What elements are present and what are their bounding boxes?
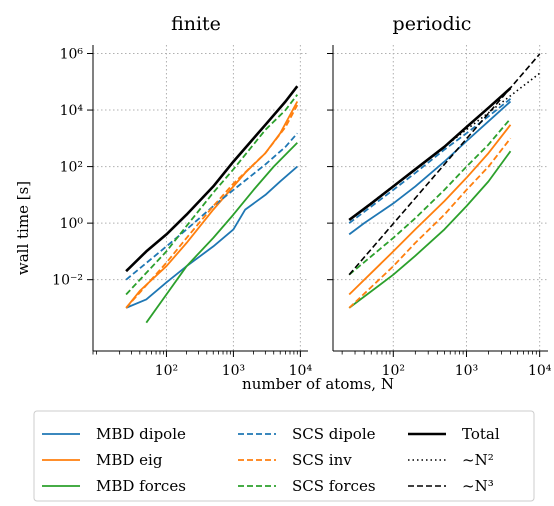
series-line-scs-dipole	[348, 98, 512, 224]
panel-periodic: 10² 10³ 10⁴	[327, 45, 552, 379]
panel-finite: 10² 10³ 10⁴ 10⁻² 10⁰ 10² 10⁴ 10⁶	[52, 45, 312, 379]
legend-label-scs-inv: SCS inv	[292, 451, 352, 469]
legend-label-scs-forces: SCS forces	[292, 477, 376, 495]
legend-label-mbd-dipole: MBD dipole	[96, 425, 186, 443]
legend-label-mbd-eig: MBD eig	[96, 451, 163, 469]
y-tick-label: 10⁰	[60, 216, 84, 232]
series-line-mbd-dipole	[348, 100, 512, 236]
legend-label-n3: ~N³	[462, 477, 494, 495]
series-line-scs-dipole	[125, 132, 298, 281]
legend: MBD dipole SCS dipole Total MBD eig SCS inv ~…	[33, 410, 535, 502]
panel-title-periodic: periodic	[393, 13, 472, 35]
series-line-mbd-forces	[348, 150, 512, 309]
series-line-n3	[348, 53, 541, 276]
x-tick-label: 10⁴	[289, 363, 313, 379]
series-line-scs-inv	[125, 104, 299, 309]
y-tick-label: 10⁻²	[52, 273, 83, 289]
series-line-mbd-dipole	[125, 165, 298, 309]
x-tick-label: 10²	[382, 363, 405, 379]
y-tick-label: 10²	[60, 160, 83, 176]
legend-label-n2: ~N²	[462, 451, 494, 469]
y-tick-label: 10⁴	[60, 103, 84, 119]
x-tick-label: 10²	[155, 363, 178, 379]
y-tick-label: 10⁶	[60, 47, 84, 63]
x-tick-label: 10³	[222, 363, 245, 379]
series-line-total	[348, 87, 512, 221]
x-tick-label: 10⁴	[528, 363, 552, 379]
series-line-scs-forces	[125, 94, 299, 296]
panel-title-finite: finite	[171, 13, 221, 35]
series-line-scs-inv	[348, 137, 512, 309]
legend-label-total: Total	[462, 425, 500, 443]
x-axis-label: number of atoms, N	[242, 375, 394, 393]
series-line-mbd-eig	[348, 124, 512, 296]
series-line-mbd-eig	[125, 101, 299, 309]
y-axis-label: wall time [s]	[14, 181, 32, 275]
series-line-scs-forces	[348, 118, 512, 276]
legend-label-mbd-forces: MBD forces	[96, 477, 186, 495]
series-line-total	[125, 85, 299, 273]
x-tick-label: 10³	[455, 363, 478, 379]
series-line-mbd-forces	[145, 142, 298, 324]
legend-label-scs-dipole: SCS dipole	[292, 425, 376, 443]
